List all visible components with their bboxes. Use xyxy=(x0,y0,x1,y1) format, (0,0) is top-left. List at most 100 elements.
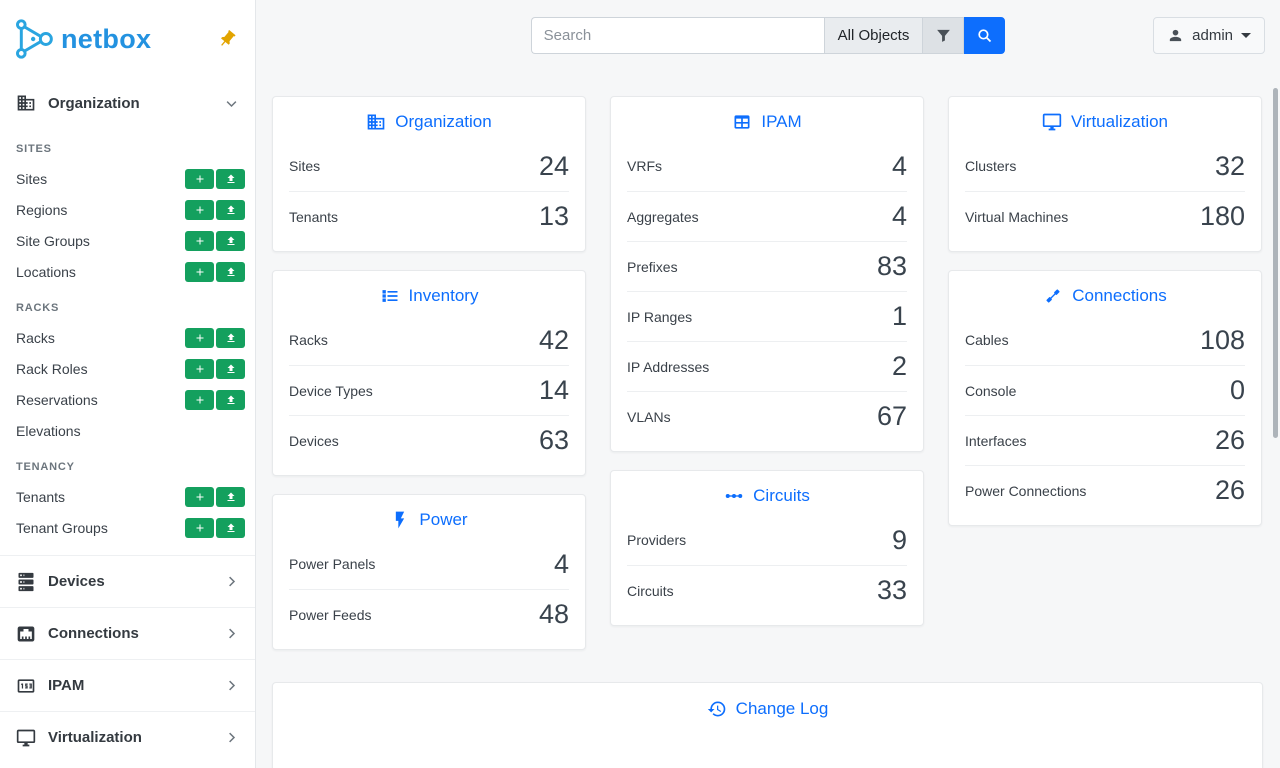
card-title[interactable]: Change Log xyxy=(735,699,829,718)
stat-value[interactable]: 26 xyxy=(1214,475,1245,505)
stat-value[interactable]: 42 xyxy=(538,324,569,355)
virtualization-icon xyxy=(16,728,36,748)
add-button[interactable] xyxy=(185,389,214,410)
add-button[interactable] xyxy=(185,327,214,348)
sidebar-group-virtualization[interactable]: Virtualization xyxy=(0,711,255,763)
stat-label: Sites xyxy=(289,158,321,174)
import-button[interactable] xyxy=(216,261,245,282)
card-header: Inventory xyxy=(273,271,585,315)
filter-button[interactable] xyxy=(923,17,965,54)
sidebar-item-site-groups[interactable]: Site Groups xyxy=(0,225,255,256)
add-button[interactable] xyxy=(185,486,214,507)
chevron-right-icon xyxy=(224,678,239,693)
stat-label: Providers xyxy=(627,532,687,548)
user-icon xyxy=(1167,27,1184,44)
stat-value[interactable]: 2 xyxy=(891,351,907,381)
card-title[interactable]: Organization xyxy=(395,112,492,131)
card-title[interactable]: Power xyxy=(419,510,468,529)
caret-down-icon xyxy=(1241,33,1251,38)
sidebar-group-connections[interactable]: Connections xyxy=(0,607,255,659)
ipam-icon xyxy=(16,676,36,696)
card-header: Virtualization xyxy=(949,97,1261,141)
sidebar-item-sites[interactable]: Sites xyxy=(0,163,255,194)
dashboard-columns: Organization Sites 24 Tenants 13 xyxy=(256,72,1280,650)
add-button[interactable] xyxy=(185,230,214,251)
add-button[interactable] xyxy=(185,358,214,379)
sidebar-item-tenants[interactable]: Tenants xyxy=(0,481,255,512)
stat-value[interactable]: 9 xyxy=(891,524,907,555)
sidebar-item-tenant-groups[interactable]: Tenant Groups xyxy=(0,512,255,543)
stat-value[interactable]: 32 xyxy=(1214,150,1245,181)
sidebar-group-ipam[interactable]: IPAM xyxy=(0,659,255,711)
sidebar-item-locations[interactable]: Locations xyxy=(0,256,255,287)
scrollbar[interactable] xyxy=(1273,88,1278,438)
add-button[interactable] xyxy=(185,517,214,538)
stat-value[interactable]: 0 xyxy=(1229,375,1245,405)
stat-row: VLANs 67 xyxy=(627,391,907,441)
sidebar-group-label: Connections xyxy=(48,625,139,642)
sidebar-group-organization[interactable]: Organization xyxy=(0,78,255,128)
stat-value[interactable]: 24 xyxy=(538,150,569,181)
add-button[interactable] xyxy=(185,261,214,282)
import-button[interactable] xyxy=(216,327,245,348)
filter-icon xyxy=(935,27,952,44)
sidebar-item-rack-roles[interactable]: Rack Roles xyxy=(0,353,255,384)
card-title[interactable]: Circuits xyxy=(753,486,810,505)
import-button[interactable] xyxy=(216,230,245,251)
add-button[interactable] xyxy=(185,168,214,189)
stat-label: Circuits xyxy=(627,582,674,599)
import-button[interactable] xyxy=(216,486,245,507)
stat-label: Clusters xyxy=(965,158,1017,174)
stat-label: Console xyxy=(965,382,1017,399)
stat-value[interactable]: 33 xyxy=(876,575,907,605)
sidebar-section-header-racks: RACKS xyxy=(16,302,60,314)
stat-value[interactable]: 180 xyxy=(1199,201,1245,231)
stat-value[interactable]: 26 xyxy=(1214,425,1245,455)
card-ipam: IPAM VRFs 4 Aggregates 4 Prefixes 83 xyxy=(610,96,924,452)
pin-sidebar-icon[interactable] xyxy=(217,29,237,49)
user-menu-button[interactable]: admin xyxy=(1153,17,1265,54)
stat-value[interactable]: 4 xyxy=(891,150,907,181)
stat-value[interactable]: 108 xyxy=(1199,324,1245,355)
search-scope-button[interactable]: All Objects xyxy=(823,17,924,54)
stat-value[interactable]: 48 xyxy=(538,599,569,629)
plus-icon xyxy=(194,204,206,216)
import-button[interactable] xyxy=(216,199,245,220)
sidebar-item-reservations[interactable]: Reservations xyxy=(0,384,255,415)
inventory-icon xyxy=(380,286,400,306)
stat-value[interactable]: 4 xyxy=(553,548,569,579)
chevron-right-icon xyxy=(224,626,239,641)
search-submit-button[interactable] xyxy=(964,17,1006,54)
stat-value[interactable]: 14 xyxy=(538,375,569,405)
import-button[interactable] xyxy=(216,517,245,538)
stat-value[interactable]: 67 xyxy=(876,401,907,431)
sidebar-item-elevations[interactable]: Elevations xyxy=(16,422,81,439)
sidebar-group-devices[interactable]: Devices xyxy=(0,555,255,607)
stat-label: Device Types xyxy=(289,382,373,399)
upload-icon xyxy=(225,266,237,278)
sidebar-item-racks[interactable]: Racks xyxy=(0,322,255,353)
stat-row: Providers 9 xyxy=(627,515,907,565)
upload-icon xyxy=(225,204,237,216)
card-title[interactable]: Virtualization xyxy=(1070,112,1169,131)
building-icon xyxy=(366,112,386,132)
add-button[interactable] xyxy=(185,199,214,220)
stat-value[interactable]: 4 xyxy=(891,201,907,231)
card-title[interactable]: Inventory xyxy=(408,286,479,305)
plus-icon xyxy=(194,332,206,344)
stat-value[interactable]: 1 xyxy=(891,301,907,331)
netbox-logo[interactable]: netbox xyxy=(12,17,151,61)
import-button[interactable] xyxy=(216,358,245,379)
stat-row: Interfaces 26 xyxy=(965,415,1245,465)
stat-value[interactable]: 63 xyxy=(538,425,569,455)
stat-value[interactable]: 83 xyxy=(876,251,907,281)
sidebar-item-regions[interactable]: Regions xyxy=(0,194,255,225)
import-button[interactable] xyxy=(216,389,245,410)
card-title[interactable]: IPAM xyxy=(761,112,802,131)
import-button[interactable] xyxy=(216,168,245,189)
search-input[interactable] xyxy=(530,17,824,54)
stat-value[interactable]: 13 xyxy=(538,201,569,231)
upload-icon xyxy=(225,363,237,375)
card-title[interactable]: Connections xyxy=(1072,286,1167,305)
stat-label: Interfaces xyxy=(965,432,1027,449)
